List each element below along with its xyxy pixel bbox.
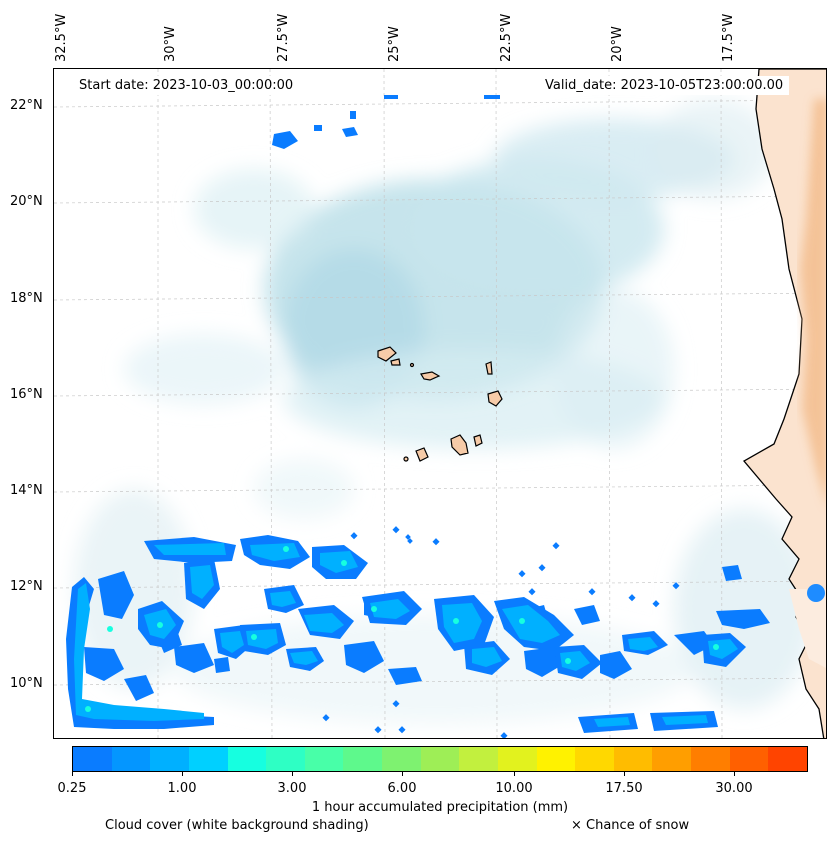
colorbar-segment <box>111 747 151 771</box>
lon-label-17-5w: 17.5°W <box>721 13 736 62</box>
colorbar-tickmark <box>514 772 515 776</box>
cloud-cover-legend: Cloud cover (white background shading) <box>105 818 369 833</box>
lon-label-30w: 30°W <box>163 26 178 62</box>
colorbar-tick-2: 3.00 <box>277 781 307 796</box>
colorbar-tick-6: 30.00 <box>715 781 753 796</box>
lat-label-14n: 14°N <box>10 483 43 498</box>
colorbar-segment <box>459 747 498 771</box>
colorbar-segment <box>420 747 460 771</box>
colorbar-segment <box>343 747 382 771</box>
colorbar-tick-3: 6.00 <box>387 781 417 796</box>
colorbar-segment <box>304 747 344 771</box>
colorbar-title: 1 hour accumulated precipitation (mm) <box>311 800 569 815</box>
lon-label-22-5w: 22.5°W <box>499 13 514 62</box>
valid-date-label: Valid_date: 2023-10-05T23:00:00.00 <box>539 76 790 95</box>
colorbar-segment <box>768 747 807 771</box>
map-panel <box>53 68 827 739</box>
colorbar-tickmark <box>624 772 625 776</box>
map-canvas <box>54 69 826 738</box>
colorbar-segment <box>536 747 576 771</box>
colorbar-segment <box>575 747 614 771</box>
lat-label-18n: 18°N <box>10 291 43 306</box>
lat-label-22n: 22°N <box>10 98 43 113</box>
precipitation-cells <box>66 95 770 738</box>
lon-label-20w: 20°W <box>610 26 625 62</box>
colorbar-segment <box>150 747 189 771</box>
snow-chance-legend: × Chance of snow <box>571 818 690 833</box>
colorbar-segment <box>188 747 228 771</box>
colorbar-tickmark <box>734 772 735 776</box>
colorbar-tickmark <box>402 772 403 776</box>
colorbar-segment <box>652 747 691 771</box>
colorbar-tickmark <box>182 772 183 776</box>
precipitation-colorbar <box>72 746 808 772</box>
lon-label-32-5w: 32.5°W <box>54 13 69 62</box>
colorbar-segment <box>227 747 267 771</box>
colorbar-tick-0: 0.25 <box>57 781 87 796</box>
colorbar-tick-4: 10.00 <box>495 781 533 796</box>
lat-label-10n: 10°N <box>10 676 43 691</box>
colorbar-segment <box>497 747 537 771</box>
colorbar-tickmark <box>72 772 73 776</box>
colorbar-tick-1: 1.00 <box>167 781 197 796</box>
colorbar-segment <box>266 747 305 771</box>
colorbar-segment <box>729 747 769 771</box>
lon-label-25w: 25°W <box>387 26 402 62</box>
cape-verde-islands <box>377 346 503 462</box>
colorbar-segment <box>382 747 421 771</box>
africa-coast <box>742 69 826 738</box>
colorbar-tickmark <box>292 772 293 776</box>
colorbar-segment <box>691 747 730 771</box>
lon-label-27-5w: 27.5°W <box>276 13 291 62</box>
lat-label-12n: 12°N <box>10 579 43 594</box>
colorbar-segment <box>73 747 112 771</box>
colorbar-segment <box>613 747 653 771</box>
colorbar-tick-5: 17.50 <box>605 781 643 796</box>
lat-label-16n: 16°N <box>10 387 43 402</box>
lat-label-20n: 20°N <box>10 194 43 209</box>
start-date-label: Start date: 2023-10-03_00:00:00 <box>73 76 300 95</box>
